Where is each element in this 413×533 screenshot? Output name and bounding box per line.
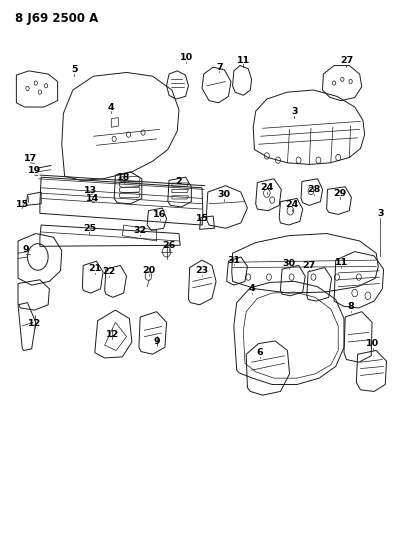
Text: 5: 5 bbox=[71, 66, 77, 74]
Text: 7: 7 bbox=[216, 63, 222, 71]
Text: 25: 25 bbox=[83, 224, 96, 233]
Text: 9: 9 bbox=[23, 245, 29, 254]
Text: 15: 15 bbox=[16, 200, 28, 209]
Text: 8: 8 bbox=[347, 302, 353, 311]
Text: 32: 32 bbox=[133, 226, 146, 235]
Text: 31: 31 bbox=[227, 256, 240, 264]
Text: 4: 4 bbox=[108, 102, 114, 111]
Text: 6: 6 bbox=[256, 348, 263, 357]
Text: 28: 28 bbox=[307, 185, 320, 194]
Text: 13: 13 bbox=[84, 186, 97, 195]
Text: 24: 24 bbox=[285, 200, 298, 209]
Text: 10: 10 bbox=[179, 53, 192, 62]
Text: 11: 11 bbox=[334, 258, 347, 266]
Text: 14: 14 bbox=[85, 194, 99, 203]
Text: 21: 21 bbox=[88, 264, 101, 273]
Text: 11: 11 bbox=[236, 56, 249, 64]
Text: 16: 16 bbox=[152, 211, 166, 220]
Text: 29: 29 bbox=[332, 189, 346, 198]
Text: 27: 27 bbox=[339, 56, 352, 65]
Text: 18: 18 bbox=[117, 173, 130, 182]
Text: 12: 12 bbox=[105, 330, 119, 339]
Text: 30: 30 bbox=[216, 190, 230, 199]
Text: 30: 30 bbox=[282, 259, 294, 268]
Text: 15: 15 bbox=[195, 214, 208, 223]
Text: 10: 10 bbox=[366, 339, 379, 348]
Text: 27: 27 bbox=[302, 261, 315, 270]
Text: 17: 17 bbox=[24, 154, 37, 163]
Text: 2: 2 bbox=[175, 177, 182, 186]
Text: 23: 23 bbox=[195, 266, 208, 275]
Text: 4: 4 bbox=[248, 284, 254, 293]
Text: 24: 24 bbox=[260, 183, 273, 192]
Text: 26: 26 bbox=[162, 241, 175, 250]
Text: 8 J69 2500 A: 8 J69 2500 A bbox=[15, 12, 98, 26]
Text: 3: 3 bbox=[376, 209, 382, 218]
Text: 22: 22 bbox=[102, 268, 115, 276]
Text: 19: 19 bbox=[28, 166, 41, 175]
Text: 3: 3 bbox=[290, 107, 297, 116]
Text: 20: 20 bbox=[142, 266, 155, 274]
Text: 12: 12 bbox=[28, 319, 41, 328]
Text: 9: 9 bbox=[153, 337, 159, 346]
